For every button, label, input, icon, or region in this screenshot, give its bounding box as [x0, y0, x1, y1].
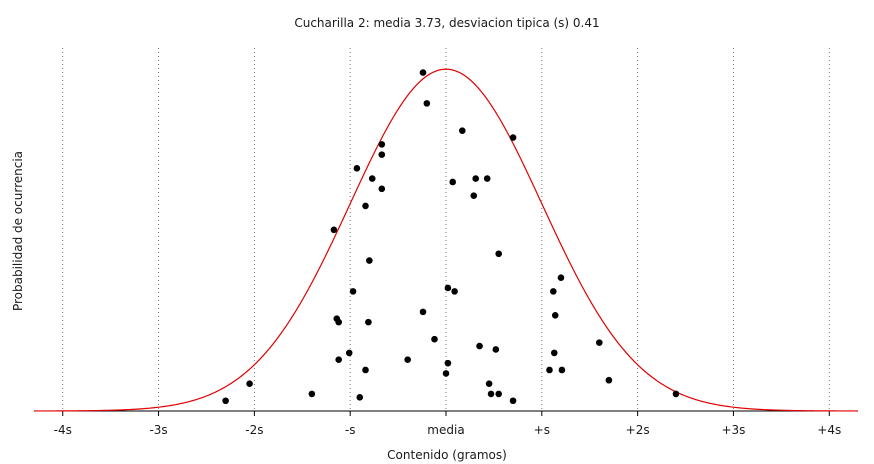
data-point [451, 288, 458, 295]
x-tick-label: +3s [721, 423, 745, 437]
data-point [509, 397, 517, 405]
data-point [362, 202, 369, 210]
data-point [485, 380, 493, 387]
data-point [365, 318, 372, 326]
data-point [550, 288, 557, 295]
chart-title: Cucharilla 2: media 3.73, desviacion tip… [294, 16, 599, 30]
data-point [596, 339, 603, 346]
data-point [330, 226, 338, 234]
data-point [378, 141, 386, 148]
x-tick-label: +s [534, 423, 550, 437]
normal-curve [33, 68, 859, 412]
data-point [349, 288, 357, 295]
data-point [550, 349, 558, 357]
data-point [404, 356, 411, 364]
data-point [419, 308, 427, 316]
data-point [458, 127, 466, 135]
data-point [222, 397, 229, 405]
x-tick-label: +4s [817, 423, 841, 437]
data-point [509, 134, 517, 141]
x-axis-ticks [62, 411, 830, 416]
data-point [472, 175, 480, 182]
data-point [378, 151, 386, 158]
data-point [366, 257, 373, 264]
x-tick-labels: -4s -3s -2s -s media +s +2s +3s +4s [54, 423, 842, 437]
grid-lines [62, 48, 830, 411]
data-point [492, 346, 500, 353]
data-point [495, 390, 502, 398]
data-point [470, 192, 478, 199]
data-point [442, 370, 450, 377]
x-tick-label: -s [345, 423, 356, 437]
data-point [356, 394, 364, 401]
data-point [378, 185, 386, 193]
data-point [487, 390, 495, 398]
x-axis-label: Contenido (gramos) [387, 448, 507, 462]
x-tick-label: -4s [54, 423, 72, 437]
data-point [444, 284, 452, 292]
x-tick-label: media [427, 423, 464, 437]
data-point [368, 175, 376, 182]
data-point [419, 69, 427, 76]
data-point [551, 311, 559, 319]
data-point [423, 100, 431, 107]
data-point [335, 356, 342, 364]
data-point [495, 250, 502, 258]
data-point [335, 318, 342, 326]
y-axis-label: Probabilidad de ocurrencia [11, 151, 25, 311]
data-point [449, 178, 457, 186]
data-point [546, 366, 553, 374]
data-point [308, 390, 316, 398]
data-point [476, 342, 483, 350]
data-point [362, 366, 369, 374]
data-point [345, 349, 353, 357]
data-point [557, 274, 565, 281]
data-point [558, 366, 566, 374]
data-point [672, 390, 680, 398]
data-point [246, 380, 253, 387]
data-point [431, 335, 438, 343]
data-points [222, 69, 680, 405]
data-point [483, 175, 491, 182]
x-tick-label: -2s [245, 423, 263, 437]
data-point [444, 359, 452, 367]
data-point [605, 376, 613, 384]
x-tick-label: -3s [149, 423, 167, 437]
data-point [353, 165, 361, 172]
x-tick-label: +2s [626, 423, 650, 437]
